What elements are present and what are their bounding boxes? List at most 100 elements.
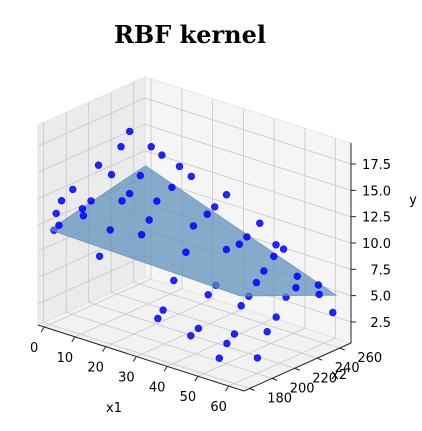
data-point	[57, 197, 66, 205]
data-point	[147, 143, 155, 151]
data-point	[106, 226, 114, 234]
x-grid-line	[74, 88, 183, 338]
data-point	[170, 276, 178, 285]
data-point	[118, 197, 126, 205]
x-tick-label: 0	[30, 341, 38, 356]
data-point	[55, 221, 63, 230]
data-point	[158, 151, 166, 159]
x-grid-line	[197, 128, 306, 377]
x-tick-mark	[132, 356, 137, 362]
x-axis-label: x1	[106, 401, 122, 416]
z-tick-label: 15.0	[362, 184, 391, 199]
data-point	[235, 240, 244, 248]
data-point	[79, 212, 88, 220]
y-grid-line	[43, 122, 250, 389]
data-point	[187, 332, 195, 340]
data-point	[95, 252, 104, 260]
y-tick-label: 220	[312, 371, 337, 386]
z-tick-label: 10.0	[362, 237, 391, 252]
data-point	[194, 324, 203, 333]
data-point	[204, 291, 212, 299]
data-point	[314, 281, 323, 289]
data-point	[243, 233, 251, 241]
data-point	[153, 197, 161, 205]
x-tick-label: 20	[87, 361, 104, 376]
data-point	[263, 328, 271, 336]
y-axis-label: x2	[331, 368, 347, 383]
y-grid-line	[65, 112, 273, 379]
data-point	[182, 248, 190, 256]
data-point	[145, 216, 153, 224]
x-grid-line	[228, 138, 337, 387]
y-tick-mark	[271, 377, 278, 381]
y-tick-mark	[249, 388, 255, 391]
data-point	[136, 171, 145, 180]
x-tick-label: 50	[180, 390, 197, 405]
data-point	[154, 314, 162, 323]
data-point	[272, 313, 280, 321]
data-point	[87, 197, 95, 205]
z-tick-label: 12.5	[362, 211, 391, 226]
data-point	[203, 210, 211, 218]
data-point	[315, 290, 323, 299]
data-point	[293, 272, 301, 280]
data-point	[52, 209, 60, 218]
data-point	[223, 339, 231, 348]
z-axis-label: y	[409, 193, 417, 208]
data-point	[253, 354, 262, 362]
y-tick-label: 180	[267, 391, 292, 406]
data-point	[159, 306, 167, 314]
data-point	[125, 127, 134, 136]
x-tick-label: 10	[57, 351, 74, 366]
x-axis-line	[37, 324, 245, 392]
data-point	[69, 185, 77, 194]
z-tick-label: 17.5	[362, 158, 391, 173]
x-tick-mark	[71, 336, 76, 343]
z-grid-line	[37, 123, 352, 191]
x-tick-mark	[194, 375, 199, 382]
y-tick-mark	[317, 357, 323, 361]
data-point	[117, 143, 125, 151]
z-tick-label: 7.5	[370, 263, 391, 278]
data-point	[107, 170, 116, 179]
data-point	[270, 252, 278, 261]
x-tick-mark	[225, 385, 230, 392]
data-point	[137, 231, 146, 239]
z-grid-line	[37, 150, 352, 218]
y-tick-label: 260	[357, 351, 382, 366]
data-point	[292, 284, 300, 292]
x-tick-mark	[40, 326, 45, 333]
data-point	[168, 183, 176, 192]
data-point	[78, 205, 87, 213]
y-tick-mark	[294, 367, 300, 371]
z-grid-line	[37, 97, 352, 165]
data-point	[222, 191, 231, 199]
x-tick-label: 40	[149, 380, 166, 395]
y-tick-label: 200	[290, 381, 315, 396]
x-tick-label: 30	[118, 371, 135, 386]
y-tick-mark	[339, 347, 345, 351]
z-tick-label: 2.5	[370, 316, 391, 331]
y-grid-line	[110, 92, 318, 359]
data-point	[279, 245, 288, 253]
data-point	[252, 278, 261, 287]
data-point	[256, 219, 264, 227]
data-point	[125, 189, 134, 198]
x-tick-mark	[163, 366, 168, 372]
z-tick-label: 5.0	[370, 290, 391, 305]
chart-title: RBF kernel	[114, 20, 266, 49]
data-point	[230, 330, 239, 338]
data-point	[272, 241, 280, 249]
data-point	[215, 354, 224, 362]
x-grid-line	[105, 98, 214, 348]
data-point	[329, 308, 337, 317]
x-tick-mark	[102, 346, 107, 352]
x-tick-label: 60	[210, 400, 227, 415]
y-axis-line	[243, 342, 352, 392]
plot-area	[48, 127, 338, 362]
data-point	[237, 302, 245, 310]
data-point	[94, 161, 103, 169]
y-tick-label: 240	[335, 361, 360, 376]
